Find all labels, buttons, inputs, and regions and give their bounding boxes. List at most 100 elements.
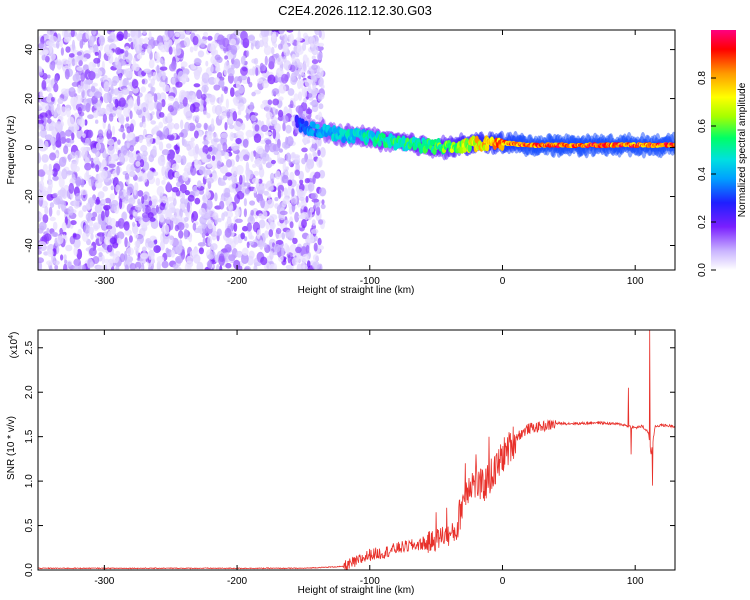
noise-blob [135,161,141,167]
noise-blob [239,174,243,185]
noise-blob [217,218,222,223]
noise-blob [200,42,206,48]
noise-blob [247,76,251,85]
noise-blob [267,74,276,85]
noise-blob [102,186,108,192]
noise-blob [164,209,172,220]
noise-blob [294,211,300,223]
noise-blob [315,206,321,216]
noise-blob [156,260,161,270]
noise-blob [211,155,216,161]
noise-blob [205,187,209,196]
noise-blob [50,53,56,60]
noise-blob [144,93,150,104]
noise-blob [73,258,81,267]
noise-blob [198,166,206,175]
noise-blob [300,78,304,89]
noise-blob [197,50,205,58]
colorbar-tick-label: 0.4 [697,167,708,181]
noise-blob [56,59,63,70]
noise-blob [106,244,113,253]
noise-blob [245,167,251,177]
noise-blob [165,247,170,254]
noise-blob [226,216,232,227]
noise-blob [296,189,304,198]
bottom-x-tick-label: -200 [227,576,247,587]
noise-blob [60,254,64,261]
noise-blob [75,33,82,40]
noise-blob [118,128,125,132]
noise-blob [239,151,244,158]
noise-blob [41,103,49,112]
noise-blob [161,149,170,156]
noise-blob [143,194,148,201]
noise-blob [221,112,227,119]
noise-blob [88,47,94,53]
noise-blob [161,99,166,108]
noise-blob [38,261,43,270]
noise-blob [295,246,302,254]
noise-blob [148,200,153,206]
noise-blob [311,219,316,227]
noise-blob [135,108,143,116]
noise-blob [318,219,324,225]
noise-blob [224,151,230,160]
noise-blob [263,242,267,248]
noise-blob [283,33,288,44]
noise-blob [110,84,114,93]
noise-blob [291,152,295,159]
noise-blob [65,129,73,137]
noise-blob [254,40,261,50]
noise-blob [46,244,54,249]
noise-blob [185,110,193,121]
noise-blob [44,205,49,215]
noise-blob [253,187,257,194]
noise-blob [42,116,47,127]
noise-blob [267,157,272,163]
noise-blob [115,184,121,193]
noise-blob [147,241,155,248]
noise-blob [314,30,321,36]
noise-blob [57,136,61,146]
noise-blob [269,214,278,221]
noise-blob [237,265,243,270]
noise-blob [129,263,137,270]
noise-blob [283,60,292,71]
noise-blob [230,87,235,97]
noise-blob [235,154,240,163]
noise-blob [56,33,62,43]
noise-blob [320,203,326,210]
noise-blob [147,100,155,111]
noise-blob [213,84,221,91]
noise-blob [275,53,280,59]
noise-blob [179,183,187,194]
noise-blob [206,154,212,160]
top-x-axis-label: Height of straight line (km) [298,285,415,296]
noise-blob [275,67,284,79]
noise-blob [285,152,292,162]
noise-blob [301,157,306,165]
noise-blob [103,236,112,245]
noise-blob [84,162,92,171]
noise-blob [92,147,98,154]
noise-blob [85,137,90,146]
noise-blob [44,233,52,242]
noise-blob [71,132,75,141]
noise-blob [122,132,126,140]
noise-blob [46,193,54,201]
noise-blob [202,140,210,145]
noise-blob [91,30,97,36]
noise-blob [285,124,292,134]
noise-blob [278,96,284,101]
noise-blob [49,265,53,270]
noise-blob [79,38,84,49]
noise-blob [289,221,294,229]
noise-blob [85,169,89,178]
noise-blob [188,93,193,103]
noise-blob [308,182,315,192]
noise-blob [85,30,90,40]
noise-blob [189,165,194,173]
noise-blob [180,155,187,166]
noise-blob [240,122,246,131]
noise-blob [264,142,270,153]
